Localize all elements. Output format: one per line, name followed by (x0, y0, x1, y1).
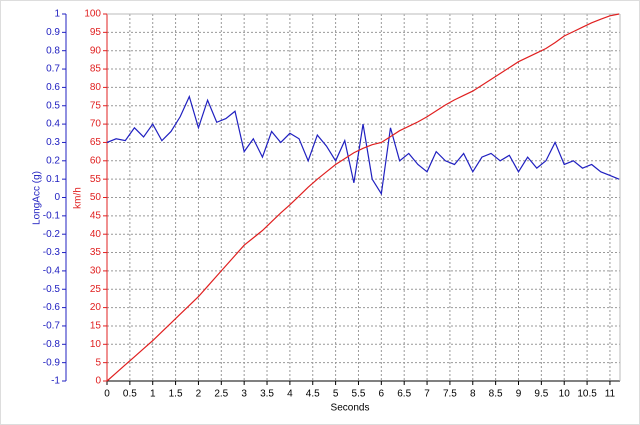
y-tick-label: -0.5 (43, 284, 61, 295)
y-tick-label: -0.2 (43, 229, 61, 240)
y-tick-label: -0.9 (43, 357, 61, 368)
y-tick-label: -0.3 (43, 247, 61, 258)
y2-tick-label: 15 (90, 321, 102, 332)
x-tick-label: 8 (470, 389, 476, 400)
y2-tick-label: 10 (90, 339, 102, 350)
y2-tick-label: 45 (90, 210, 102, 221)
y-tick-label: 0.5 (46, 100, 60, 111)
x-tick-label: 9.5 (534, 389, 548, 400)
y-tick-label: -0.1 (43, 210, 61, 221)
y2-tick-label: 40 (90, 229, 102, 240)
x-tick-label: 4 (287, 389, 293, 400)
y2-tick-label: 65 (90, 137, 102, 148)
x-tick-label: 7 (424, 389, 430, 400)
y2-tick-label: 70 (90, 119, 102, 130)
x-tick-label: 10 (559, 389, 571, 400)
x-tick-label: 3.5 (260, 389, 274, 400)
y-tick-label: -0.7 (43, 321, 61, 332)
x-tick-label: 0.5 (123, 389, 137, 400)
x-axis-label: Seconds (331, 403, 370, 414)
y2-tick-label: 60 (90, 155, 102, 166)
x-tick-label: 3 (241, 389, 247, 400)
y2-tick-label: 20 (90, 302, 102, 313)
y2-tick-label: 75 (90, 100, 102, 111)
y-tick-label: 0.1 (46, 174, 60, 185)
data-line (106, 13, 620, 382)
y2-tick-label: 35 (90, 247, 102, 258)
x-tick-label: 1.5 (169, 389, 183, 400)
x-tick-label: 5.5 (352, 389, 366, 400)
y-tick-label: 0.4 (46, 119, 60, 130)
y2-tick-label: 30 (90, 266, 102, 277)
y-tick-label: 0.7 (46, 64, 60, 75)
x-tick-label: 2.5 (214, 389, 228, 400)
x-tick-label: 0 (104, 389, 110, 400)
y2-tick-label: 85 (90, 64, 102, 75)
y-tick-label: 0.6 (46, 82, 60, 93)
y2-axis-label: km/h (73, 187, 84, 209)
x-tick-label: 1 (150, 389, 156, 400)
y-tick-label: 0 (54, 192, 60, 203)
x-tick-label: 5 (333, 389, 339, 400)
x-tick-label: 7.5 (443, 389, 457, 400)
y-tick-label: 0.9 (46, 27, 60, 38)
x-tick-label: 9 (516, 389, 522, 400)
x-tick-label: 4.5 (306, 389, 320, 400)
y-axis-label: LongAcc (g) (32, 171, 43, 225)
x-tick-label: 8.5 (489, 389, 503, 400)
y-tick-label: 1 (54, 9, 60, 20)
x-tick-label: 10.5 (577, 389, 597, 400)
y2-tick-label: 95 (90, 27, 102, 38)
y2-tick-label: 100 (84, 9, 101, 20)
y-tick-label: -0.6 (43, 302, 61, 313)
y2-tick-label: 5 (95, 357, 101, 368)
x-tick-label: 11 (605, 389, 616, 400)
data-line (106, 94, 620, 196)
y-tick-label: 0.8 (46, 45, 60, 56)
x-tick-label: 6.5 (397, 389, 411, 400)
x-tick-label: 2 (196, 389, 202, 400)
y-tick-label: 0.3 (46, 137, 60, 148)
x-tick-label: 6 (379, 389, 385, 400)
y-tick-label: 0.2 (46, 155, 60, 166)
y2-tick-label: 25 (90, 284, 102, 295)
y-tick-label: -0.4 (43, 266, 61, 277)
y-tick-label: -0.8 (43, 339, 61, 350)
y2-tick-label: 80 (90, 82, 102, 93)
y2-tick-label: 50 (90, 192, 102, 203)
y2-tick-label: 0 (95, 376, 101, 387)
y2-tick-label: 55 (90, 174, 102, 185)
y-tick-label: -1 (51, 376, 60, 387)
y2-tick-label: 90 (90, 45, 102, 56)
